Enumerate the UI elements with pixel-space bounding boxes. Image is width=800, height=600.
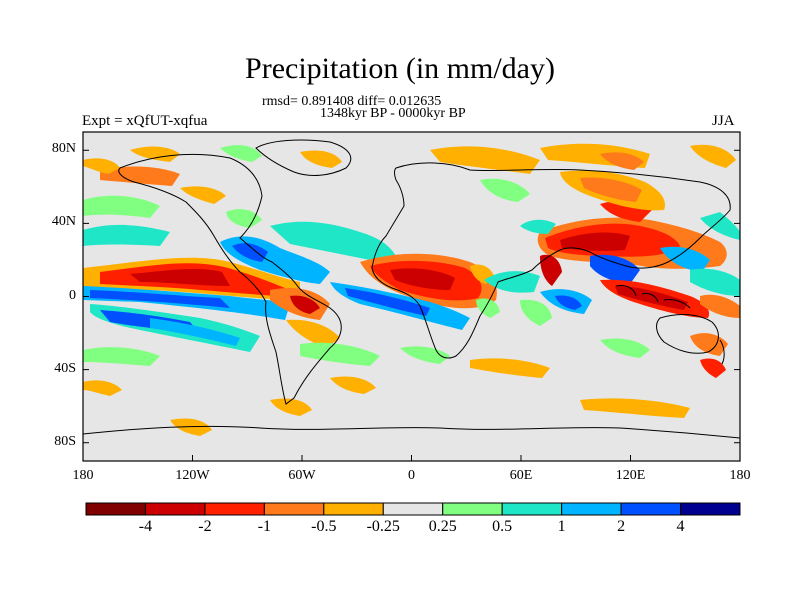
- colorbar-swatch: [501, 502, 563, 516]
- y-tick-label: 80S: [54, 433, 76, 449]
- x-tick-label: 180: [72, 468, 94, 483]
- x-tick-label: 120E: [615, 468, 646, 483]
- colorbar: [85, 502, 741, 516]
- y-tick-label: 80N: [51, 141, 76, 157]
- colorbar-label: -4: [138, 518, 153, 535]
- y-tick-label: 40N: [51, 214, 76, 230]
- anomaly-field: [83, 143, 740, 436]
- colorbar-swatch: [442, 502, 503, 516]
- colorbar-label: 4: [676, 518, 685, 535]
- experiment-label: Expt = xQfUT-xqfua: [82, 113, 208, 129]
- colorbar-label: -0.25: [366, 518, 400, 535]
- x-tick-label: 120W: [175, 468, 210, 483]
- colorbar-swatch: [620, 502, 682, 516]
- x-tick-label: 180: [729, 468, 751, 483]
- colorbar-label: 0.5: [492, 518, 513, 535]
- stats-subtitle: rmsd= 0.891408 diff= 0.012635: [262, 94, 442, 109]
- y-tick-label: 40S: [54, 360, 76, 376]
- y-tick-label: 0: [69, 287, 76, 303]
- colorbar-label: -1: [257, 518, 272, 535]
- coastlines: [83, 139, 740, 439]
- colorbar-label: -0.5: [311, 518, 337, 535]
- season-label: JJA: [712, 113, 735, 129]
- colorbar-label: 2: [617, 518, 626, 535]
- colorbar-label: -2: [198, 518, 212, 535]
- x-tick-label: 0: [408, 468, 415, 483]
- colorbar-swatch: [680, 502, 741, 516]
- colorbar-label: 1: [557, 518, 566, 535]
- colorbar-swatch: [263, 502, 325, 516]
- axis-ticks: [82, 149, 741, 461]
- period-subtitle: 1348kyr BP - 0000kyr BP: [320, 106, 466, 121]
- colorbar-swatch: [561, 502, 622, 516]
- colorbar-swatch: [85, 502, 146, 516]
- x-tick-label: 60W: [288, 468, 316, 483]
- colorbar-label: 0.25: [428, 518, 457, 535]
- colorbar-swatch: [382, 502, 444, 516]
- colorbar-swatch: [204, 502, 265, 516]
- x-tick-label: 60E: [509, 468, 533, 483]
- colorbar-swatch: [144, 502, 206, 516]
- colorbar-swatch: [323, 502, 384, 516]
- map-title: Precipitation (in mm/day): [245, 52, 555, 85]
